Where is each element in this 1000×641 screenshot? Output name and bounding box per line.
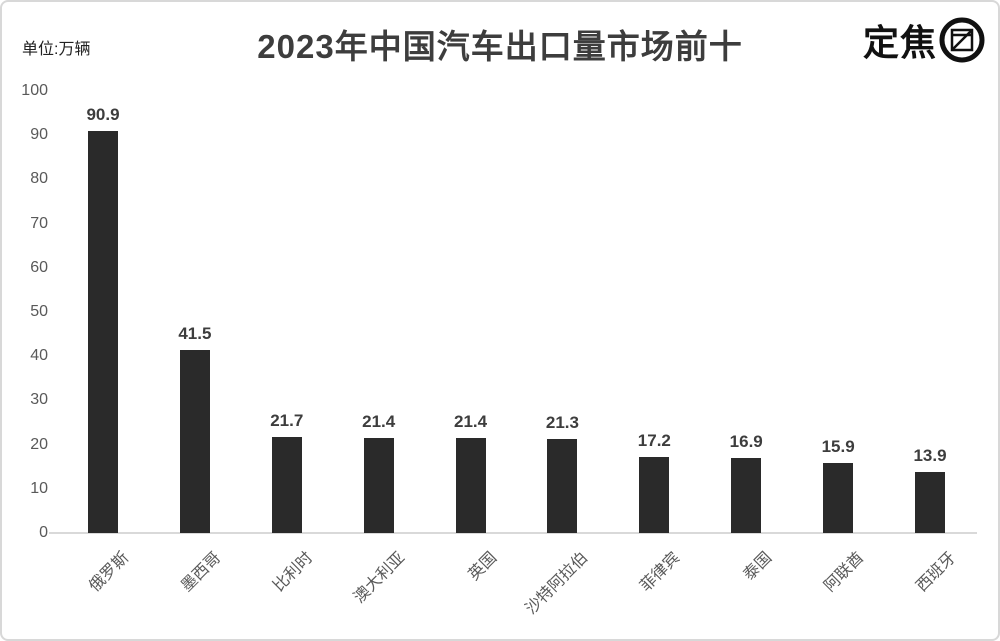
bar-value-label: 21.3 <box>545 412 579 432</box>
x-axis-label: 菲律宾 <box>637 549 684 596</box>
x-axis-label: 西班牙 <box>913 549 960 596</box>
bar-value-label: 16.9 <box>729 432 763 452</box>
bar-value-label: 90.9 <box>86 105 120 125</box>
y-axis-tick-label: 90 <box>30 126 48 144</box>
x-axis-label: 阿联酋 <box>821 549 868 596</box>
y-axis-tick-label: 10 <box>30 479 48 497</box>
bar-value-label: 21.4 <box>454 412 488 432</box>
y-axis-tick-label: 80 <box>30 170 48 188</box>
y-axis-tick-label: 70 <box>30 214 48 232</box>
x-axis-label: 比利时 <box>270 549 317 596</box>
bar-value-label: 15.9 <box>821 436 855 456</box>
y-axis-tick-label: 50 <box>30 303 48 320</box>
dingjiao-logo: 定焦 <box>863 14 986 66</box>
x-axis-label: 沙特阿拉伯 <box>523 549 592 618</box>
x-axis-line <box>49 532 977 534</box>
bar-西班牙 <box>915 471 945 533</box>
chart-title: 2023年中国汽车出口量市场前十 <box>257 28 743 65</box>
bar-比利时 <box>271 437 302 533</box>
bar-俄罗斯 <box>88 131 118 533</box>
bar-沙特阿拉伯 <box>547 438 578 533</box>
y-axis-tick-label: 0 <box>39 524 48 541</box>
bar-value-label: 13.9 <box>913 445 947 465</box>
bar-value-label: 41.5 <box>178 323 212 343</box>
y-axis-tick-label: 60 <box>30 258 48 276</box>
bar-澳大利亚 <box>363 438 394 533</box>
y-axis-tick-label: 100 <box>21 82 48 99</box>
y-axis-tick-label: 20 <box>30 435 48 453</box>
logo-text: 定焦 <box>862 22 937 63</box>
x-axis-label: 俄罗斯 <box>86 549 133 596</box>
y-axis-tick-label: 30 <box>30 391 48 409</box>
x-axis-label: 澳大利亚 <box>350 549 408 607</box>
unit-label: 单位:万辆 <box>22 41 91 58</box>
bar-英国 <box>455 438 486 533</box>
x-axis-label: 墨西哥 <box>178 549 225 596</box>
bar-菲律宾 <box>639 456 670 533</box>
bar-泰国 <box>731 458 762 533</box>
bar-value-label: 21.4 <box>362 412 396 432</box>
bar-value-label: 17.2 <box>637 430 671 450</box>
x-axis-label: 英国 <box>465 549 500 584</box>
bar-value-label: 21.7 <box>270 411 304 431</box>
y-axis-tick-label: 40 <box>30 347 48 365</box>
focus-viewfinder-icon <box>938 16 986 64</box>
bar-阿联酋 <box>823 462 854 533</box>
x-axis-label: 泰国 <box>740 549 776 584</box>
bar-墨西哥 <box>179 349 210 533</box>
